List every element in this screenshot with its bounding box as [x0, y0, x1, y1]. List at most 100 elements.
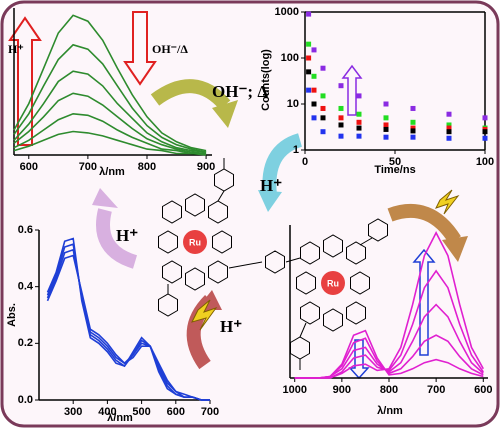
- decay-point: [410, 128, 416, 134]
- decay-point: [446, 122, 452, 128]
- arrowhead: [442, 236, 468, 262]
- decay-point: [383, 115, 389, 121]
- decay-point: [320, 115, 326, 121]
- annotation: H⁺: [116, 226, 138, 245]
- x-tick-label: 1000: [282, 384, 306, 396]
- molecule: [158, 158, 388, 370]
- bond: [228, 261, 263, 269]
- ring: [212, 230, 232, 254]
- ring: [323, 234, 343, 258]
- ring: [158, 293, 178, 317]
- spectrum-line: [13, 92, 207, 155]
- decay-point: [410, 134, 416, 140]
- decay-point: [356, 93, 362, 99]
- y-tick-label: 1000: [275, 6, 299, 18]
- decay-point: [306, 55, 312, 61]
- y-tick-label: 1: [293, 144, 299, 156]
- decay-point: [383, 126, 389, 132]
- metal-center: [183, 230, 207, 254]
- x-tick-label: 500: [132, 406, 150, 418]
- decay-point: [356, 111, 362, 117]
- decay-point: [311, 47, 317, 53]
- arrowhead: [212, 100, 238, 128]
- decay-point: [410, 119, 416, 125]
- decay-point: [306, 69, 312, 75]
- ring: [300, 241, 320, 265]
- annotation: H⁺: [220, 317, 242, 336]
- ring: [323, 308, 343, 332]
- decay-point: [338, 83, 344, 89]
- lightning: [435, 189, 460, 215]
- ring: [300, 301, 320, 325]
- ring: [296, 271, 316, 295]
- x-tick-label: 100: [476, 156, 494, 168]
- ring: [208, 200, 228, 224]
- spectrum-line: [46, 254, 210, 401]
- arrowhead: [92, 188, 118, 208]
- decay-point: [356, 133, 362, 139]
- decay-point: [410, 105, 416, 111]
- x-tick-label: 700: [427, 384, 445, 396]
- decay-point: [338, 133, 344, 139]
- metal-label: Ru: [327, 278, 339, 288]
- ring: [158, 230, 178, 254]
- x-tick-label: 900: [197, 161, 215, 173]
- ring: [368, 218, 388, 242]
- decay-point: [383, 122, 389, 128]
- decay-point: [446, 125, 452, 131]
- ring: [162, 260, 182, 284]
- ring: [265, 250, 285, 274]
- bond: [285, 257, 301, 263]
- decay-point: [383, 101, 389, 107]
- decay-point: [320, 93, 326, 99]
- up-arrow: [341, 64, 363, 116]
- bond: [217, 190, 225, 202]
- annotation: OH⁻/Δ: [152, 42, 188, 56]
- bond: [359, 237, 373, 246]
- decay-point: [311, 87, 317, 93]
- x-tick-label: 400: [98, 406, 116, 418]
- down-arrow: [123, 11, 157, 86]
- annotation: H⁺: [260, 176, 282, 195]
- x-axis-label: λ/nm: [107, 412, 133, 424]
- decay-point: [311, 101, 317, 107]
- y-tick-label: 0.4: [18, 281, 34, 293]
- bond: [299, 322, 307, 338]
- x-tick-label: 700: [79, 161, 97, 173]
- ring: [185, 267, 205, 291]
- x-tick-label: 600: [20, 161, 38, 173]
- x-axis-label: λ/nm: [99, 166, 125, 178]
- x-axis-label: λ/nm: [377, 405, 403, 417]
- x-tick-label: 700: [201, 406, 219, 418]
- spectrum-line: [13, 14, 207, 152]
- x-axis-label: Time/ns: [374, 164, 415, 176]
- ring: [346, 301, 366, 325]
- y-axis-label: Counts(log): [260, 49, 272, 111]
- decay-point: [338, 105, 344, 111]
- arrowhead: [258, 190, 282, 212]
- spectrum-line: [13, 112, 207, 155]
- x-tick-label: 800: [380, 384, 398, 396]
- y-tick-label: 10: [287, 98, 299, 110]
- decay-point: [482, 115, 488, 121]
- spectrum-line: [13, 130, 207, 156]
- decay-point: [306, 11, 312, 17]
- decay-point: [446, 129, 452, 135]
- spectrum-line: [13, 43, 207, 153]
- curved-arrow: [262, 133, 303, 196]
- y-tick-label: 0.6: [18, 224, 33, 236]
- metal-label: Ru: [189, 237, 201, 247]
- y-tick-label: 0.0: [18, 394, 33, 406]
- x-tick-label: 0: [302, 156, 308, 168]
- decay-point: [320, 129, 326, 135]
- decay-point: [356, 125, 362, 131]
- y-tick-label: 0.2: [18, 337, 33, 349]
- ring: [346, 241, 366, 265]
- ring: [162, 200, 182, 224]
- x-tick-label: 50: [389, 156, 401, 168]
- decay-point: [320, 65, 326, 71]
- x-tick-label: 600: [474, 384, 492, 396]
- decay-point: [311, 115, 317, 121]
